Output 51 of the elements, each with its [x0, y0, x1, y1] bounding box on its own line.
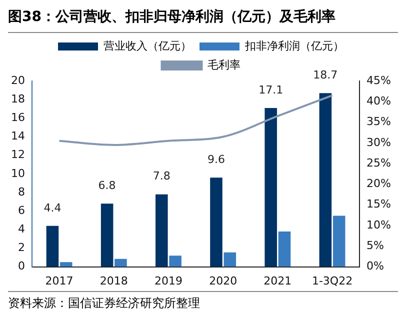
y-tick-label: 4 — [18, 222, 25, 236]
y2-tick-label: 25% — [366, 156, 392, 170]
y2-tick-label: 30% — [366, 136, 392, 149]
data-label: 6.8 — [98, 178, 116, 192]
y-tick-label: 6 — [18, 204, 25, 217]
bar — [60, 262, 72, 267]
y-tick-label: 8 — [18, 185, 25, 198]
x-tick-label: 2020 — [209, 274, 238, 288]
bar — [278, 232, 291, 267]
y2-tick-label: 5% — [366, 239, 384, 252]
y2-tick-label: 15% — [366, 198, 392, 211]
legend-label: 毛利率 — [207, 58, 240, 72]
y-tick-label: 18 — [10, 92, 25, 106]
data-label: 17.1 — [258, 83, 284, 96]
bar — [100, 204, 114, 267]
data-label: 18.7 — [313, 68, 338, 82]
bar — [332, 216, 346, 267]
legend-label: 扣非净利润（亿元） — [244, 39, 344, 52]
y-tick-label: 2 — [18, 241, 25, 254]
bar — [169, 256, 182, 267]
x-tick-label: 2021 — [264, 274, 292, 288]
line-series — [58, 94, 334, 146]
y2-tick-label: 35% — [366, 115, 392, 128]
y-tick-label: 10 — [10, 166, 25, 180]
x-tick-label: 1-3Q22 — [312, 274, 353, 288]
y2-tick-label: 0% — [366, 260, 384, 273]
data-label: 9.6 — [207, 152, 225, 166]
bar — [156, 194, 168, 267]
y2-tick-label: 45% — [366, 74, 392, 87]
x-tick-label: 2017 — [45, 274, 74, 288]
x-tick-label: 2018 — [100, 274, 128, 288]
y2-tick-label: 20% — [366, 177, 392, 190]
chart-title: 图38：公司营收、扣非归母净利润（亿元）及毛利率 — [8, 8, 398, 33]
bar — [46, 226, 59, 267]
y-tick-label: 0 — [18, 260, 25, 273]
x-tick-label: 2019 — [154, 274, 182, 288]
bar — [114, 258, 127, 267]
bar — [319, 93, 332, 267]
y-tick-label: 12 — [10, 148, 25, 162]
y-tick-label: 14 — [10, 130, 25, 143]
data-label: 7.8 — [152, 170, 170, 183]
y-tick-label: 16 — [10, 111, 25, 124]
y2-tick-label: 40% — [366, 94, 392, 108]
y-tick-label: 20 — [10, 74, 25, 87]
legend-label: 营业收入（亿元） — [104, 39, 192, 52]
bar — [264, 108, 277, 267]
y2-tick-label: 10% — [366, 218, 392, 232]
bar — [210, 178, 222, 267]
data-label: 4.4 — [44, 201, 62, 214]
text: 资料来源：国信证券经济研究所整理 — [8, 291, 398, 312]
bar — [224, 252, 236, 267]
